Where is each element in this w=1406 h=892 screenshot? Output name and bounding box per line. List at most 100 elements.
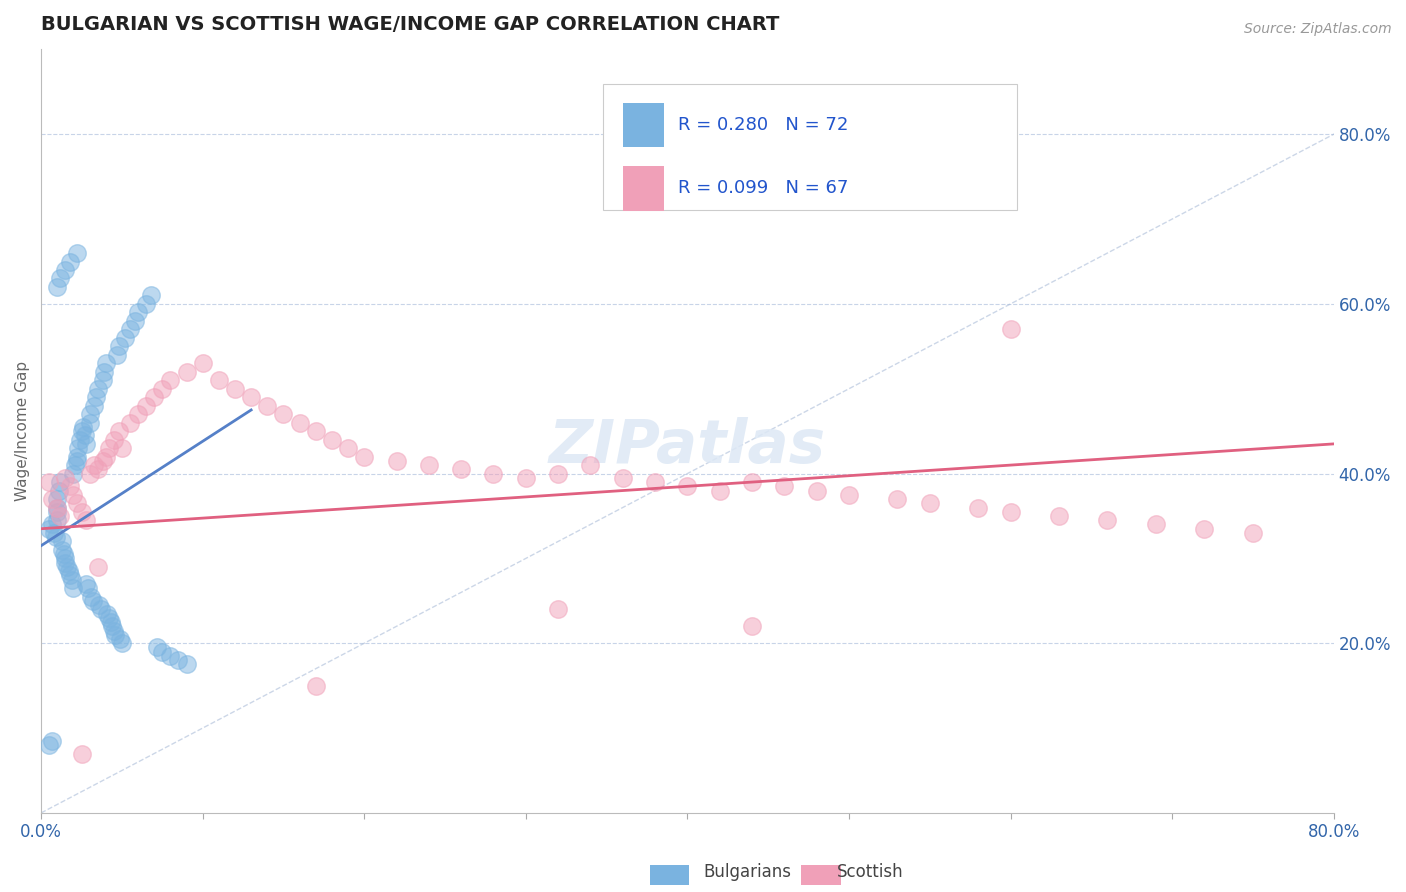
Point: [741, 475, 763, 489]
Point: [418, 458, 440, 472]
Text: BULGARIAN VS SCOTTISH WAGE/INCOME GAP CORRELATION CHART: BULGARIAN VS SCOTTISH WAGE/INCOME GAP CO…: [41, 15, 779, 34]
Point: [918, 496, 941, 510]
Point: [305, 424, 328, 438]
Point: [53, 263, 76, 277]
Point: [118, 322, 141, 336]
Point: [86, 382, 108, 396]
Point: [60, 573, 83, 587]
Point: [741, 619, 763, 633]
Point: [53, 471, 76, 485]
Point: [46, 500, 69, 515]
Bar: [623, 103, 664, 147]
Point: [90, 602, 112, 616]
Point: [104, 628, 127, 642]
Point: [176, 365, 198, 379]
Point: [46, 280, 69, 294]
Point: [547, 467, 569, 481]
Point: [1144, 517, 1167, 532]
Point: [110, 632, 132, 646]
Point: [288, 416, 311, 430]
Point: [59, 254, 82, 268]
Text: R = 0.280   N = 72: R = 0.280 N = 72: [678, 116, 849, 134]
Point: [91, 454, 114, 468]
Point: [66, 454, 89, 468]
Point: [321, 433, 343, 447]
Point: [124, 314, 146, 328]
Point: [103, 433, 125, 447]
Point: [41, 733, 63, 747]
Point: [385, 454, 408, 468]
Point: [75, 437, 97, 451]
Point: [46, 513, 69, 527]
Point: [886, 491, 908, 506]
Point: [139, 288, 162, 302]
Point: [547, 602, 569, 616]
Point: [51, 534, 73, 549]
Point: [82, 594, 104, 608]
Point: [579, 458, 602, 472]
Point: [967, 500, 990, 515]
Point: [70, 424, 93, 438]
Text: Scottish: Scottish: [837, 863, 903, 881]
Point: [72, 420, 94, 434]
Point: [1047, 508, 1070, 523]
Bar: [623, 166, 664, 211]
Point: [612, 471, 634, 485]
Point: [66, 246, 89, 260]
Point: [79, 416, 101, 430]
Point: [98, 611, 121, 625]
Point: [75, 577, 97, 591]
Point: [305, 679, 328, 693]
Point: [114, 331, 136, 345]
Point: [94, 450, 117, 464]
Point: [49, 271, 72, 285]
Point: [515, 471, 537, 485]
Point: [159, 648, 181, 663]
Point: [69, 433, 91, 447]
Point: [89, 598, 111, 612]
Point: [62, 581, 84, 595]
Point: [48, 483, 70, 498]
Point: [59, 568, 82, 582]
Point: [77, 581, 100, 595]
Point: [67, 441, 90, 455]
Point: [91, 373, 114, 387]
Point: [52, 547, 75, 561]
Point: [41, 517, 63, 532]
Point: [806, 483, 828, 498]
Point: [176, 657, 198, 672]
Point: [450, 462, 472, 476]
Point: [159, 373, 181, 387]
Point: [273, 407, 295, 421]
Point: [146, 640, 169, 655]
Point: [83, 458, 105, 472]
Point: [59, 479, 82, 493]
Text: R = 0.099   N = 67: R = 0.099 N = 67: [678, 179, 849, 197]
Point: [93, 365, 115, 379]
Point: [46, 500, 69, 515]
Point: [66, 496, 89, 510]
Point: [1000, 322, 1022, 336]
Point: [63, 458, 86, 472]
Point: [94, 356, 117, 370]
Point: [70, 747, 93, 761]
Point: [127, 305, 149, 319]
Point: [83, 399, 105, 413]
Point: [143, 390, 166, 404]
Point: [111, 441, 134, 455]
Point: [256, 399, 278, 413]
Point: [105, 348, 128, 362]
Point: [353, 450, 375, 464]
Point: [1241, 525, 1264, 540]
Point: [58, 564, 80, 578]
FancyBboxPatch shape: [603, 84, 1017, 210]
Point: [644, 475, 666, 489]
Point: [224, 382, 246, 396]
Point: [337, 441, 360, 455]
Point: [127, 407, 149, 421]
Point: [118, 416, 141, 430]
Point: [66, 450, 89, 464]
Point: [38, 522, 60, 536]
Text: Source: ZipAtlas.com: Source: ZipAtlas.com: [1244, 22, 1392, 37]
Point: [107, 339, 129, 353]
